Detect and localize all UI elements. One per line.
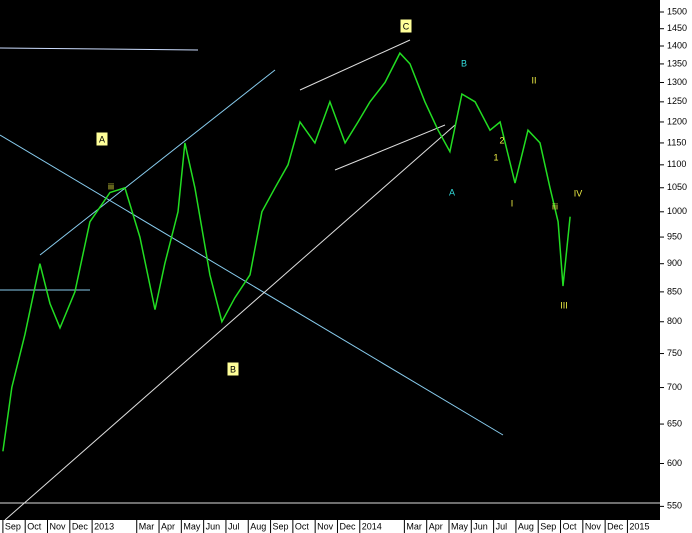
trend-line xyxy=(0,134,504,436)
x-tick-label: Dec xyxy=(339,521,356,531)
wave-label: B xyxy=(230,364,236,374)
label-box xyxy=(399,18,413,34)
wave-label: I xyxy=(511,198,514,208)
x-tick-label: Sep xyxy=(540,521,556,531)
y-tick-label: 900 xyxy=(667,258,682,268)
x-tick-label: Mar xyxy=(139,521,155,531)
x-tick-label: Oct xyxy=(27,521,42,531)
x-tick-label: Sep xyxy=(273,521,289,531)
x-tick-label: Nov xyxy=(50,521,67,531)
y-tick-label: 650 xyxy=(667,418,682,428)
x-tick-label: 2015 xyxy=(629,521,649,531)
y-tick-label: 550 xyxy=(667,501,682,511)
y-tick-label: 1000 xyxy=(667,206,687,216)
x-tick-label: Jul xyxy=(496,521,508,531)
y-tick-label: 950 xyxy=(667,231,682,241)
y-tick-label: 1450 xyxy=(667,23,687,33)
y-tick-label: 600 xyxy=(667,458,682,468)
y-tick-label: 1200 xyxy=(667,116,687,126)
x-tick-label: Jul xyxy=(228,521,240,531)
price-line xyxy=(2,51,571,452)
wave-label: iii xyxy=(108,181,114,191)
y-tick-label: 700 xyxy=(667,382,682,392)
x-tick-label: Aug xyxy=(518,521,534,531)
x-tick-label: Dec xyxy=(607,521,624,531)
trend-line xyxy=(334,124,446,171)
x-tick-label: May xyxy=(183,521,201,531)
x-tick-label: 2014 xyxy=(362,521,382,531)
x-tick-label: May xyxy=(451,521,469,531)
trend-line xyxy=(39,69,276,256)
wave-label: II xyxy=(531,75,536,85)
x-tick-label: Sep xyxy=(5,521,21,531)
x-tick-label: Aug xyxy=(250,521,266,531)
y-tick-label: 1050 xyxy=(667,182,687,192)
x-tick-label: Nov xyxy=(317,521,334,531)
wave-label: IV xyxy=(574,188,583,198)
wave-label: III xyxy=(560,300,568,310)
y-tick-label: 800 xyxy=(667,316,682,326)
wave-label: A xyxy=(449,187,455,197)
wave-label: 2 xyxy=(499,135,504,145)
wave-label: iii xyxy=(552,201,558,211)
y-axis-panel xyxy=(660,0,692,533)
x-tick-label: Apr xyxy=(429,521,443,531)
y-tick-label: 850 xyxy=(667,286,682,296)
x-tick-label: Apr xyxy=(161,521,175,531)
y-tick-label: 750 xyxy=(667,348,682,358)
x-tick-label: Jun xyxy=(473,521,488,531)
x-tick-label: Dec xyxy=(72,521,89,531)
wave-label: 1 xyxy=(493,152,498,162)
y-tick-label: 1500 xyxy=(667,6,687,16)
y-tick-label: 1350 xyxy=(667,58,687,68)
wave-label: C xyxy=(403,21,410,31)
wave-label: B xyxy=(461,58,467,68)
trend-line xyxy=(4,124,456,521)
trend-line xyxy=(299,39,411,91)
x-tick-label: Oct xyxy=(563,521,578,531)
trend-lines xyxy=(0,39,660,521)
x-tick-label: Mar xyxy=(406,521,422,531)
y-tick-label: 1250 xyxy=(667,96,687,106)
x-tick-label: Oct xyxy=(295,521,310,531)
y-tick-label: 1300 xyxy=(667,77,687,87)
wave-label: A xyxy=(99,134,105,144)
label-box xyxy=(226,361,240,377)
label-box xyxy=(95,131,109,147)
y-tick-label: 1100 xyxy=(667,159,686,169)
x-tick-label: Nov xyxy=(585,521,602,531)
y-tick-label: 1400 xyxy=(667,40,687,50)
trend-line xyxy=(0,47,199,51)
y-tick-label: 1150 xyxy=(667,137,686,147)
x-tick-label: 2013 xyxy=(94,521,114,531)
x-tick-label: Jun xyxy=(206,521,221,531)
x-axis-panel xyxy=(0,520,692,533)
